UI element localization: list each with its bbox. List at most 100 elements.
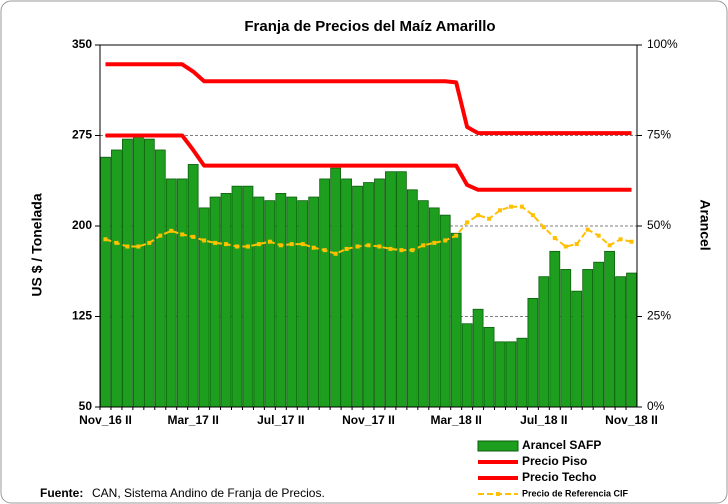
bar [154, 149, 166, 408]
bar [286, 196, 298, 408]
marker [399, 248, 404, 253]
marker [388, 246, 393, 251]
marker [443, 238, 448, 243]
bar [330, 167, 342, 408]
bar [505, 341, 517, 408]
marker [552, 236, 557, 241]
bar [461, 323, 473, 408]
bar [176, 178, 188, 408]
marker [147, 240, 152, 245]
bar [143, 138, 155, 408]
marker [125, 244, 130, 249]
bar [483, 326, 495, 408]
x-tick-label: Jul_18 II [520, 413, 567, 427]
bar [472, 308, 484, 408]
y2-tick-label: 25% [647, 309, 671, 323]
legend-label: Precio Techo [522, 470, 596, 484]
bar [593, 261, 605, 408]
bar [275, 193, 287, 408]
x-tick-label: Nov_16 II [79, 413, 132, 427]
bar [626, 272, 637, 408]
y-tick-label: 125 [72, 309, 92, 323]
marker [366, 243, 371, 248]
bar [549, 250, 561, 408]
marker [191, 234, 196, 239]
bar [395, 171, 407, 408]
marker [311, 245, 316, 250]
marker [574, 242, 579, 247]
marker [224, 242, 229, 247]
bar [319, 178, 331, 408]
bar [220, 193, 232, 408]
marker [585, 227, 590, 232]
bar [341, 178, 352, 408]
marker [136, 244, 141, 249]
marker [300, 242, 305, 247]
y-tick-label: 275 [72, 128, 92, 142]
bar [615, 276, 626, 408]
x-tick-label: Jul_17 II [257, 413, 304, 427]
x-tick-label: Mar_18 II [430, 413, 481, 427]
line [105, 133, 632, 192]
plot-border [99, 44, 638, 408]
source-label: Fuente: [40, 486, 83, 500]
bar [527, 297, 539, 408]
y2-axis-label: Arancel [697, 199, 713, 250]
marker [114, 240, 119, 245]
bar [450, 232, 462, 408]
bar [165, 178, 177, 408]
bar [352, 185, 363, 408]
bar [253, 196, 265, 408]
y-tick-label: 50 [79, 399, 93, 413]
marker [267, 239, 272, 244]
bar [560, 269, 572, 408]
line [105, 62, 632, 136]
marker [607, 243, 612, 248]
bar [209, 196, 221, 408]
marker [476, 213, 481, 218]
marker [169, 228, 174, 233]
y2-tick-label: 75% [647, 128, 671, 142]
marker [465, 220, 470, 225]
bar [297, 200, 309, 408]
bar [494, 341, 506, 408]
bar [428, 207, 440, 408]
y2-tick-label: 0% [647, 399, 665, 413]
marker [541, 225, 546, 230]
marker [487, 216, 492, 221]
bar [308, 196, 320, 408]
marker [213, 240, 218, 245]
x-tick-label: Nov_18 II [605, 413, 658, 427]
marker [563, 244, 568, 249]
marker [629, 239, 634, 244]
y-tick-label: 200 [72, 218, 92, 232]
marker [322, 248, 327, 253]
legend-label: Precio Piso [522, 454, 587, 468]
marker [454, 233, 459, 238]
bar [187, 164, 199, 408]
source: CAN, Sistema Andino de Franja de Precios… [92, 486, 325, 500]
marker [289, 242, 294, 247]
y2-tick-label: 50% [647, 218, 671, 232]
marker [355, 244, 360, 249]
bar [374, 178, 385, 408]
bar [242, 185, 254, 408]
bar [111, 149, 122, 408]
legend-label: Arancel SAFP [522, 438, 601, 452]
bar [122, 138, 133, 408]
marker [377, 244, 382, 249]
marker [421, 243, 426, 248]
chart-title: Franja de Precios del Maíz Amarillo [244, 18, 495, 35]
marker [333, 251, 338, 256]
marker [432, 240, 437, 245]
y-axis-label: US $ / Tonelada [29, 193, 45, 296]
bar [100, 156, 111, 408]
marker [256, 242, 261, 247]
x-tick-label: Mar_17 II [167, 413, 218, 427]
bar [198, 207, 210, 408]
legend-label: Precio de Referencia CIF [522, 488, 629, 498]
bar [132, 135, 144, 408]
bar [571, 290, 583, 408]
legend-swatch [496, 492, 500, 496]
